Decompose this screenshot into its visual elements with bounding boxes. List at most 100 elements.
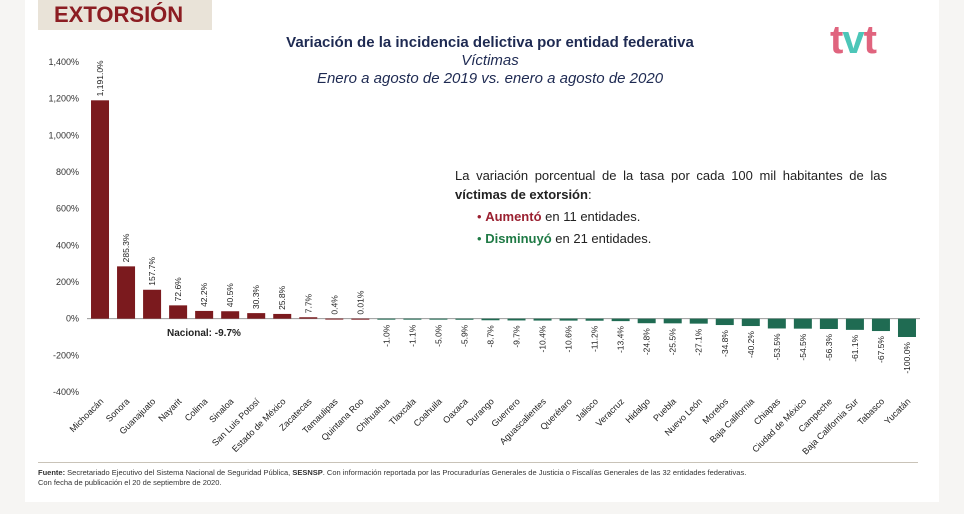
- category-label: Colima: [183, 396, 210, 423]
- notes-decrease-item: • Disminuyó en 21 entidades.: [477, 229, 887, 248]
- bar: [715, 318, 734, 326]
- footer-line2: Con fecha de publicación el 20 de septie…: [38, 478, 222, 487]
- section-banner: EXTORSIÓN: [38, 0, 212, 30]
- bar-value-label: -11.2%: [590, 325, 600, 352]
- category-label: Veracruz: [594, 396, 627, 429]
- category-label: Nayarit: [156, 396, 184, 424]
- bar: [637, 318, 656, 324]
- footer-text1: Secretariado Ejecutivo del Sistema Nacio…: [65, 468, 293, 477]
- bullet-dot: •: [477, 231, 482, 246]
- national-label: Nacional: -9.7%: [167, 328, 241, 339]
- bar-value-label: -8.7%: [485, 325, 495, 348]
- bar-value-label: 0.4%: [329, 295, 339, 315]
- bar-value-label: -5.9%: [459, 324, 469, 347]
- decrease-word: Disminuyó: [485, 231, 552, 246]
- bar-value-label: -61.1%: [850, 334, 860, 361]
- y-tick-label: 200%: [56, 277, 79, 287]
- bar: [689, 318, 708, 324]
- bar-value-label: -1.0%: [381, 324, 391, 347]
- logo-letter-t2: t: [863, 18, 877, 62]
- logo-letter-v: v: [842, 18, 864, 62]
- bar: [611, 318, 630, 322]
- chart-subtitle-victims: Víctimas: [461, 52, 519, 69]
- footer-text2: . Con información reportada por las Proc…: [322, 468, 747, 477]
- bar-value-label: -34.8%: [720, 330, 730, 357]
- bar-value-label: -25.5%: [668, 328, 678, 355]
- y-tick-label: 1,400%: [48, 57, 79, 67]
- bar-value-label: 72.6%: [173, 277, 183, 302]
- bar: [585, 318, 604, 321]
- notes-lead: La variación porcentual de la tasa por c…: [455, 166, 887, 204]
- bar-value-label: -54.5%: [798, 333, 808, 360]
- bar: [403, 318, 422, 320]
- chart-title: Variación de la incidencia delictiva por…: [286, 34, 694, 51]
- bar-value-label: 157.7%: [147, 256, 157, 285]
- bar: [299, 317, 318, 319]
- bar-value-label: -13.4%: [616, 326, 626, 353]
- bar: [455, 318, 474, 320]
- bar-value-label: -5.0%: [433, 324, 443, 347]
- bar-value-label: -53.5%: [772, 333, 782, 360]
- bar-value-label: -9.7%: [512, 325, 522, 348]
- bar: [507, 318, 526, 321]
- increase-word: Aumentó: [485, 209, 542, 224]
- bar: [117, 266, 136, 319]
- notes-lead-colon: :: [587, 187, 592, 202]
- bar: [247, 313, 266, 319]
- y-tick-label: 0%: [66, 314, 79, 324]
- bar: [429, 318, 448, 320]
- bar: [351, 318, 370, 320]
- bar: [325, 318, 344, 320]
- source-footer: Fuente: Secretariado Ejecutivo del Siste…: [38, 468, 918, 488]
- bar-value-label: 40.5%: [225, 283, 235, 308]
- increase-text: en 11 entidades.: [541, 209, 641, 224]
- bar: [767, 318, 786, 329]
- bar-value-label: -40.2%: [746, 331, 756, 358]
- bar: [273, 313, 292, 319]
- y-tick-label: 1,200%: [48, 94, 79, 104]
- footer-divider: [38, 462, 918, 463]
- bar: [195, 310, 214, 319]
- bar-value-label: -24.8%: [642, 328, 652, 355]
- bar-value-label: -100.0%: [902, 342, 912, 374]
- bar: [793, 318, 812, 329]
- logo-letter-t1: t: [830, 18, 843, 62]
- bar: [377, 318, 396, 320]
- bar: [663, 318, 682, 324]
- bullet-dot: •: [477, 209, 482, 224]
- category-label: Michoacán: [68, 396, 106, 434]
- footer-label: Fuente:: [38, 468, 66, 477]
- bar: [143, 289, 162, 319]
- bar: [169, 305, 188, 319]
- bar-value-label: 42.2%: [199, 282, 209, 307]
- y-tick-label: 1,000%: [48, 130, 79, 140]
- footer-line1: Fuente: Secretariado Ejecutivo del Siste…: [38, 468, 918, 478]
- notes-lead-text: La variación porcentual de la tasa por c…: [455, 168, 887, 183]
- chart-subtitle-period: Enero a agosto de 2019 vs. enero a agost…: [316, 70, 664, 87]
- bar: [819, 318, 838, 329]
- chart-titles: Variación de la incidencia delictiva por…: [240, 33, 740, 88]
- bar: [481, 318, 500, 321]
- bar-value-label: -56.3%: [824, 334, 834, 361]
- category-label: Yucatán: [882, 396, 912, 426]
- bar-value-label: -10.6%: [564, 325, 574, 352]
- y-tick-label: 400%: [56, 240, 79, 250]
- bar: [91, 100, 110, 319]
- y-tick-label: 800%: [56, 167, 79, 177]
- bar: [559, 318, 578, 321]
- category-label: Hidalgo: [623, 396, 652, 425]
- footer-sesnsp: SESNSP: [292, 468, 323, 477]
- bar: [533, 318, 552, 321]
- bar-value-label: 25.8%: [277, 285, 287, 310]
- bar: [221, 311, 240, 319]
- notes-lead-bold: víctimas de extorsión: [455, 187, 588, 202]
- bar-value-label: 0.01%: [355, 290, 365, 315]
- bar-value-label: 1,191.0%: [95, 60, 105, 96]
- bar-value-label: 30.3%: [251, 285, 261, 310]
- bar-value-label: -27.1%: [694, 328, 704, 355]
- bar-value-label: 285.3%: [121, 233, 131, 262]
- bar: [871, 318, 890, 332]
- summary-notes: La variación porcentual de la tasa por c…: [455, 166, 887, 248]
- notes-increase-item: • Aumentó en 11 entidades.: [477, 207, 887, 226]
